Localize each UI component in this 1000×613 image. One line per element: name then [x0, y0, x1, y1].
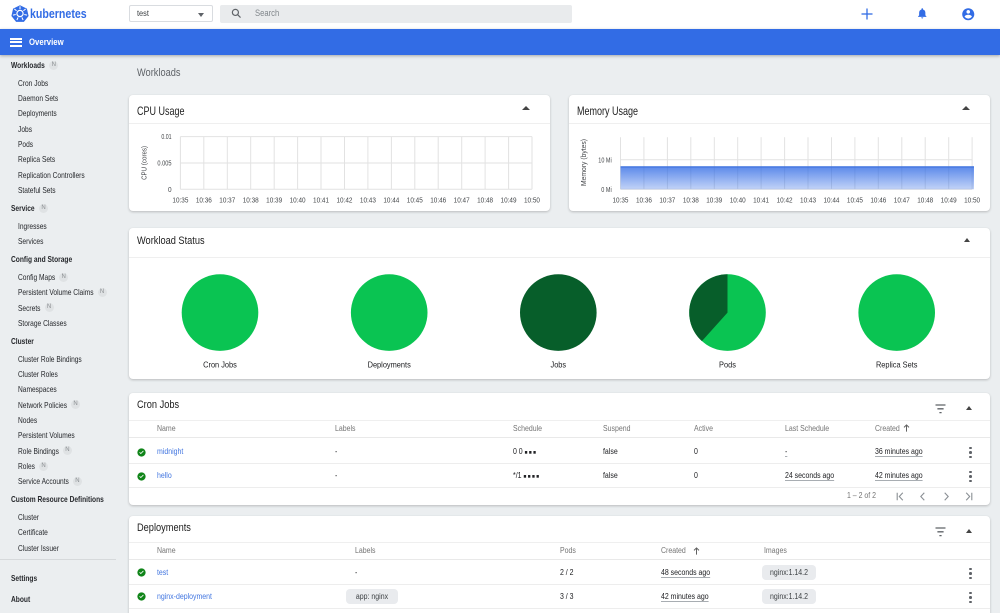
svg-text:10:48: 10:48 — [917, 198, 933, 205]
svg-text:10:44: 10:44 — [823, 198, 839, 205]
svg-text:0.005: 0.005 — [157, 161, 171, 168]
svg-text:Cron Jobs: Cron Jobs — [203, 360, 237, 370]
svg-text:10:46: 10:46 — [870, 198, 886, 205]
svg-text:10:35: 10:35 — [172, 198, 188, 205]
svg-text:10:47: 10:47 — [894, 198, 910, 205]
svg-text:10:43: 10:43 — [360, 198, 376, 205]
svg-text:0.01: 0.01 — [161, 134, 171, 141]
svg-text:10:48: 10:48 — [477, 198, 493, 205]
svg-text:10:42: 10:42 — [336, 198, 352, 205]
svg-text:10:40: 10:40 — [730, 198, 746, 205]
svg-text:10:50: 10:50 — [524, 198, 540, 205]
svg-text:10:49: 10:49 — [501, 198, 517, 205]
svg-text:10 Mi: 10 Mi — [598, 157, 612, 164]
svg-text:10:47: 10:47 — [454, 198, 470, 205]
svg-text:10:49: 10:49 — [941, 198, 957, 205]
svg-text:0: 0 — [168, 187, 172, 194]
svg-text:10:43: 10:43 — [800, 198, 816, 205]
svg-text:10:46: 10:46 — [430, 198, 446, 205]
svg-text:Deployments: Deployments — [368, 360, 411, 370]
svg-text:10:50: 10:50 — [964, 198, 980, 205]
svg-text:10:36: 10:36 — [636, 198, 652, 205]
svg-text:10:41: 10:41 — [753, 198, 769, 205]
svg-text:Replica Sets: Replica Sets — [876, 360, 918, 370]
svg-text:10:45: 10:45 — [407, 198, 423, 205]
svg-text:10:36: 10:36 — [196, 198, 212, 205]
svg-text:10:39: 10:39 — [266, 198, 282, 205]
svg-text:10:37: 10:37 — [659, 198, 675, 205]
svg-text:0 Mi: 0 Mi — [601, 187, 612, 194]
svg-text:10:37: 10:37 — [219, 198, 235, 205]
svg-text:CPU (cores): CPU (cores) — [142, 146, 149, 180]
svg-text:10:38: 10:38 — [243, 198, 259, 205]
svg-text:10:38: 10:38 — [683, 198, 699, 205]
svg-text:10:42: 10:42 — [777, 198, 793, 205]
svg-text:10:41: 10:41 — [313, 198, 329, 205]
svg-text:Pods: Pods — [719, 360, 736, 370]
svg-text:10:35: 10:35 — [613, 198, 629, 205]
svg-text:10:45: 10:45 — [847, 198, 863, 205]
svg-text:Memory (bytes): Memory (bytes) — [581, 139, 588, 186]
svg-text:10:44: 10:44 — [383, 198, 399, 205]
svg-text:Jobs: Jobs — [551, 360, 567, 370]
svg-text:10:39: 10:39 — [706, 198, 722, 205]
svg-text:10:40: 10:40 — [290, 198, 306, 205]
